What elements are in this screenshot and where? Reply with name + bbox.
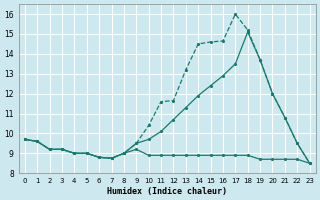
X-axis label: Humidex (Indice chaleur): Humidex (Indice chaleur)	[107, 187, 227, 196]
